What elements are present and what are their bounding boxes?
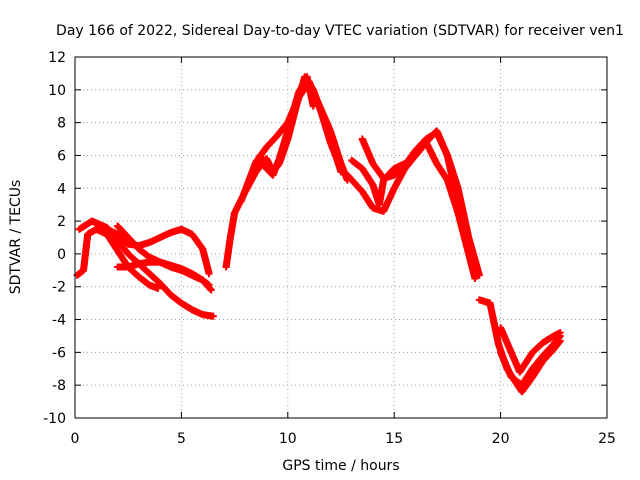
y-tick-label: 4 bbox=[57, 181, 66, 197]
data-point bbox=[465, 242, 473, 250]
y-tick-label: -6 bbox=[52, 345, 66, 361]
data-point bbox=[209, 312, 217, 320]
series-satellite-track-13 bbox=[497, 324, 564, 376]
x-tick-label: 15 bbox=[385, 431, 403, 447]
x-tick-label: 5 bbox=[177, 431, 186, 447]
x-tick-label: 0 bbox=[71, 431, 80, 447]
series-satellite-track-2 bbox=[75, 217, 217, 320]
x-tick-label: 10 bbox=[279, 431, 297, 447]
y-tick-label: -8 bbox=[52, 378, 66, 394]
data-point bbox=[475, 271, 483, 279]
series-satellite-track-14 bbox=[497, 332, 564, 389]
y-axis-label: SDTVAR / TECUs bbox=[8, 180, 24, 295]
data-point bbox=[205, 270, 213, 278]
chart-title: Day 166 of 2022, Sidereal Day-to-day VTE… bbox=[56, 23, 624, 39]
axis-ticks: -10 -8 -6 -4 -2 0 2 4 6 8 10 12 0 5 10 15 20 25 bbox=[43, 50, 616, 447]
series-satellite-track-1 bbox=[73, 225, 162, 292]
x-tick-label: 20 bbox=[492, 431, 510, 447]
x-tick-label: 25 bbox=[598, 431, 616, 447]
y-tick-label: 8 bbox=[57, 116, 66, 132]
series-satellite-track-5 bbox=[114, 258, 215, 294]
y-tick-label: 0 bbox=[57, 247, 66, 263]
data-point bbox=[154, 284, 162, 292]
series-satellite-track-6 bbox=[222, 73, 345, 271]
series-satellite-track-8 bbox=[245, 73, 317, 184]
data-point bbox=[471, 275, 479, 283]
y-tick-label: 2 bbox=[57, 214, 66, 230]
x-axis-label: GPS time / hours bbox=[282, 458, 399, 474]
data-point bbox=[309, 102, 317, 110]
y-tick-label: -4 bbox=[52, 313, 66, 329]
series-satellite-track-11 bbox=[358, 128, 473, 250]
y-tick-label: 10 bbox=[48, 83, 66, 99]
data-point bbox=[207, 286, 215, 294]
y-tick-label: 6 bbox=[57, 148, 66, 164]
data-point bbox=[556, 332, 564, 340]
y-tick-label: 12 bbox=[48, 50, 66, 66]
y-tick-label: -10 bbox=[43, 411, 66, 427]
plot-frame bbox=[74, 56, 608, 419]
series-satellite-track-3 bbox=[92, 220, 213, 278]
data-points bbox=[73, 73, 564, 396]
y-tick-label: -2 bbox=[52, 280, 66, 296]
